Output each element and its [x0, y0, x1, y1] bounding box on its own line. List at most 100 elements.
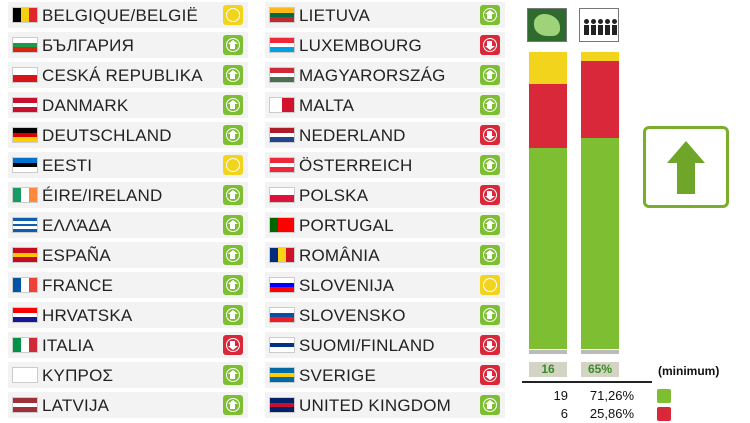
no-vote-icon	[657, 407, 671, 421]
country-name: LIETUVA	[299, 6, 370, 25]
country-row: PORTUGAL	[265, 212, 505, 238]
vote-abstain-icon	[223, 155, 243, 175]
vote-yes-icon	[223, 365, 243, 385]
vote-yes-icon	[480, 65, 500, 85]
flag-icon	[269, 217, 295, 233]
population-threshold-label: 65%	[581, 362, 619, 377]
country-row: MAGYARORSZÁG	[265, 62, 505, 88]
flag-icon	[269, 337, 295, 353]
vote-yes-icon	[223, 185, 243, 205]
flag-icon	[269, 277, 295, 293]
country-row: LIETUVA	[265, 2, 505, 28]
country-name: ÉIRE/IRELAND	[42, 186, 163, 205]
vote-yes-icon	[480, 5, 500, 25]
flag-icon	[269, 397, 295, 413]
country-name: CESKÁ REPUBLIKA	[42, 66, 203, 85]
vote-no-icon	[480, 365, 500, 385]
country-name: NEDERLAND	[299, 126, 406, 145]
states-vote-bar	[529, 52, 567, 349]
country-name: LATVIJA	[42, 396, 110, 415]
country-name: ÖSTERREICH	[299, 156, 413, 175]
country-name: ΚΥΠΡΟΣ	[42, 366, 114, 385]
vote-yes-icon	[480, 395, 500, 415]
vote-yes-icon	[223, 95, 243, 115]
vote-no-icon	[480, 185, 500, 205]
country-row: БЪЛГАРИЯ	[8, 32, 248, 58]
country-name: MALTA	[299, 96, 355, 115]
flag-icon	[269, 7, 295, 23]
country-name: ITALIA	[42, 336, 94, 355]
country-name: HRVATSKA	[42, 306, 133, 325]
country-name: PORTUGAL	[299, 216, 394, 235]
flag-icon	[12, 397, 38, 413]
country-name: MAGYARORSZÁG	[299, 66, 446, 85]
population-bar-base	[581, 350, 619, 354]
population-icon	[579, 8, 619, 42]
country-row: ÉIRE/IRELAND	[8, 182, 248, 208]
flag-icon	[12, 277, 38, 293]
flag-icon	[12, 37, 38, 53]
vote-yes-icon	[480, 245, 500, 265]
country-name: SUOMI/FINLAND	[299, 336, 435, 355]
country-name: ROMÂNIA	[299, 246, 380, 265]
vote-yes-icon	[223, 215, 243, 235]
vote-yes-icon	[223, 35, 243, 55]
country-row: SLOVENIJA	[265, 272, 505, 298]
country-row: FRANCE	[8, 272, 248, 298]
flag-icon	[12, 7, 38, 23]
flag-icon	[12, 247, 38, 263]
country-row: ÖSTERREICH	[265, 152, 505, 178]
country-name: ESPAÑA	[42, 246, 111, 265]
country-name: LUXEMBOURG	[299, 36, 422, 55]
bar-segment-abs	[581, 52, 619, 61]
eu-map-icon	[527, 8, 567, 42]
vote-abstain-icon	[223, 5, 243, 25]
vote-abstain-icon	[480, 275, 500, 295]
vote-yes-icon	[223, 275, 243, 295]
country-row: BELGIQUE/BELGIË	[8, 2, 248, 28]
country-name: БЪЛГАРИЯ	[42, 36, 135, 55]
country-row: ESPAÑA	[8, 242, 248, 268]
country-row: SVERIGE	[265, 362, 505, 388]
flag-icon	[12, 67, 38, 83]
country-row: DEUTSCHLAND	[8, 122, 248, 148]
yes-vote-icon	[657, 389, 671, 403]
bar-segment-abs	[529, 52, 567, 84]
country-name: ΕΛΛΆΔΑ	[42, 216, 112, 235]
flag-icon	[12, 367, 38, 383]
arrow-up-icon	[643, 126, 729, 208]
population-vote-bar	[581, 52, 619, 349]
country-name: SLOVENIJA	[299, 276, 395, 295]
country-name: BELGIQUE/BELGIË	[42, 6, 199, 25]
no-count: 6	[560, 406, 568, 421]
yes-percent: 71,26%	[589, 388, 634, 403]
country-name: EESTI	[42, 156, 93, 175]
vote-yes-icon	[480, 95, 500, 115]
country-row: LATVIJA	[8, 392, 248, 418]
summary-divider	[522, 381, 652, 383]
vote-yes-icon	[223, 125, 243, 145]
country-row: SUOMI/FINLAND	[265, 332, 505, 358]
flag-icon	[12, 97, 38, 113]
states-threshold-label: 16	[529, 362, 567, 377]
country-row: LUXEMBOURG	[265, 32, 505, 58]
vote-no-icon	[223, 335, 243, 355]
flag-icon	[269, 367, 295, 383]
country-row: UNITED KINGDOM	[265, 392, 505, 418]
flag-icon	[269, 97, 295, 113]
vote-no-icon	[480, 35, 500, 55]
country-name: DANMARK	[42, 96, 129, 115]
country-name: FRANCE	[42, 276, 114, 295]
vote-yes-icon	[480, 215, 500, 235]
country-row: MALTA	[265, 92, 505, 118]
flag-icon	[12, 127, 38, 143]
country-row: EESTI	[8, 152, 248, 178]
bar-segment-no	[529, 83, 567, 148]
country-row: HRVATSKA	[8, 302, 248, 328]
flag-icon	[269, 127, 295, 143]
country-name: SLOVENSKO	[299, 306, 406, 325]
flag-icon	[12, 157, 38, 173]
country-name: SVERIGE	[299, 366, 376, 385]
country-row: CESKÁ REPUBLIKA	[8, 62, 248, 88]
vote-yes-icon	[223, 395, 243, 415]
